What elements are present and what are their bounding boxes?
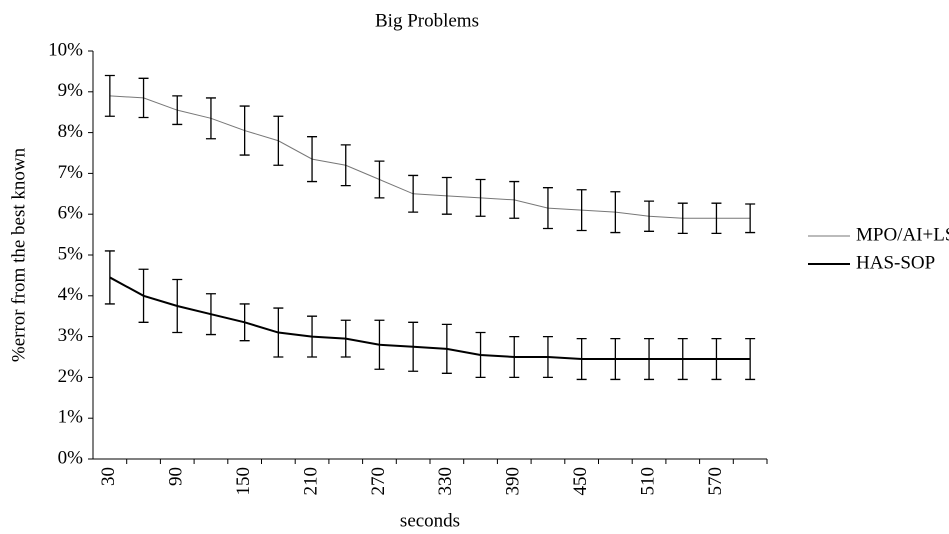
x-tick-label: 210 xyxy=(300,467,321,496)
error-bar xyxy=(239,303,250,342)
error-bar xyxy=(475,178,486,217)
error-bar xyxy=(307,315,318,358)
error-bar xyxy=(239,105,250,156)
x-tick-label: 150 xyxy=(233,467,254,496)
error-bar xyxy=(104,74,115,117)
y-tick-label: 6% xyxy=(58,203,84,224)
error-bar xyxy=(273,115,284,166)
x-axis-label: seconds xyxy=(400,510,460,531)
x-tick-label: 450 xyxy=(570,467,591,496)
error-bar xyxy=(610,337,621,381)
error-bar xyxy=(576,189,587,232)
error-bar xyxy=(542,335,553,379)
error-bar xyxy=(307,136,318,183)
x-tick-label: 330 xyxy=(435,467,456,496)
error-bar xyxy=(711,202,722,235)
x-tick-label: 570 xyxy=(705,467,726,496)
y-tick-label: 1% xyxy=(58,407,84,428)
y-tick-label: 7% xyxy=(58,162,84,183)
error-bar xyxy=(408,321,419,372)
error-bar xyxy=(172,95,183,126)
error-bar xyxy=(610,191,621,234)
error-bar xyxy=(408,174,419,213)
error-bar xyxy=(542,187,553,230)
error-bar xyxy=(441,323,452,374)
legend-label: MPO/AI+LS xyxy=(856,224,949,245)
x-tick-label: 30 xyxy=(98,467,119,486)
series-line xyxy=(109,276,751,361)
legend-label: HAS-SOP xyxy=(856,252,935,273)
y-tick-label: 5% xyxy=(58,243,84,264)
error-bar xyxy=(138,268,149,323)
error-bar xyxy=(745,337,756,381)
error-bar xyxy=(340,319,351,358)
error-bar xyxy=(475,331,486,379)
y-tick-label: 10% xyxy=(48,39,83,60)
x-tick-label: 390 xyxy=(503,467,524,496)
error-bar xyxy=(509,180,520,219)
error-bar xyxy=(374,319,385,370)
y-tick-label: 2% xyxy=(58,366,84,387)
error-bar xyxy=(441,176,452,215)
x-tick-label: 270 xyxy=(368,467,389,496)
error-bar xyxy=(205,293,216,336)
y-tick-label: 3% xyxy=(58,325,84,346)
error-bar xyxy=(576,337,587,381)
error-bar xyxy=(644,337,655,381)
error-bar xyxy=(644,200,655,232)
chart-title: Big Problems xyxy=(375,10,479,31)
error-bar xyxy=(138,77,149,119)
y-tick-label: 9% xyxy=(58,80,84,101)
error-bar xyxy=(205,97,216,140)
error-bar xyxy=(677,337,688,381)
error-bar xyxy=(340,144,351,187)
error-bar xyxy=(509,335,520,379)
error-bar xyxy=(104,250,115,305)
y-tick-label: 8% xyxy=(58,121,84,142)
y-axis-label: %error from the best known xyxy=(8,147,29,362)
y-tick-label: 4% xyxy=(58,284,84,305)
error-bar xyxy=(172,278,183,334)
error-bar xyxy=(711,337,722,381)
error-bar xyxy=(374,160,385,199)
error-bar xyxy=(273,307,284,358)
x-tick-label: 510 xyxy=(637,467,658,496)
series-line xyxy=(109,95,751,219)
error-bar xyxy=(745,203,756,234)
x-tick-label: 90 xyxy=(166,467,187,486)
error-bar xyxy=(677,202,688,235)
y-tick-label: 0% xyxy=(58,447,84,468)
